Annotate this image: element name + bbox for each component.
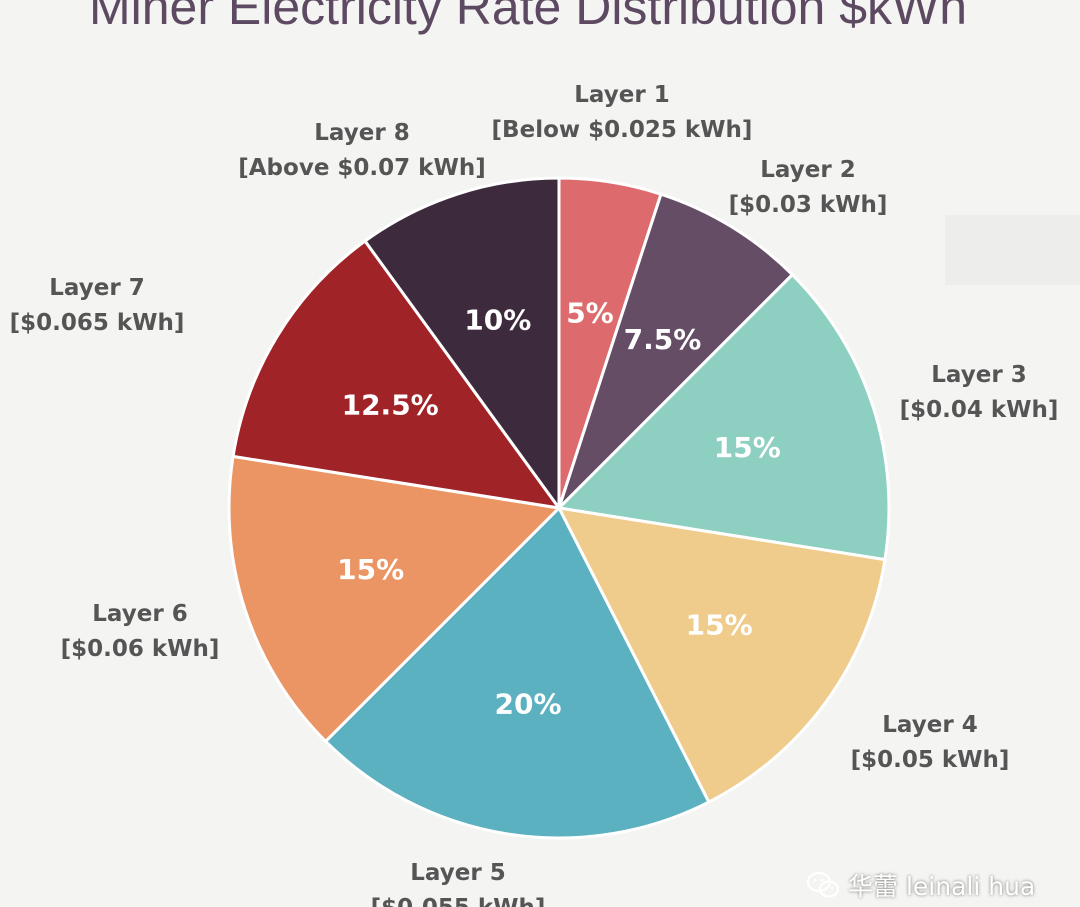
pie-percent-labels: 5% 7.5% 15% 15% 20% 15% 12.5% 10% bbox=[337, 296, 781, 720]
layer-rate-2: [$0.03 kWh] bbox=[729, 192, 888, 218]
percent-label-layer-3: 15% bbox=[714, 431, 781, 464]
pie-slice-layer-3 bbox=[555, 272, 891, 562]
percent-label-layer-4: 15% bbox=[686, 608, 753, 641]
layer-name-8: Layer 8 bbox=[314, 120, 409, 146]
layer-name-4: Layer 4 bbox=[882, 712, 977, 738]
watermark: 华蕾 leinali hua bbox=[806, 868, 1035, 902]
percent-label-layer-5: 20% bbox=[495, 688, 562, 721]
layer-rate-4: [$0.05 kWh] bbox=[851, 747, 1010, 773]
layer-rate-1: [Below $0.025 kWh] bbox=[492, 117, 753, 143]
pie-slice-layer-2 bbox=[557, 192, 795, 510]
layer-name-3: Layer 3 bbox=[931, 362, 1026, 388]
layer-rate-3: [$0.04 kWh] bbox=[900, 397, 1059, 423]
layer-name-2: Layer 2 bbox=[760, 157, 855, 183]
pie-slice-layer-6 bbox=[227, 454, 563, 744]
layer-name-1: Layer 1 bbox=[574, 82, 669, 108]
layer-name-6: Layer 6 bbox=[92, 601, 187, 627]
wechat-icon bbox=[806, 871, 840, 898]
layer-name-7: Layer 7 bbox=[49, 275, 144, 301]
pie-slice-layer-4 bbox=[556, 506, 887, 805]
layer-rate-5: [$0.055 kWh] bbox=[371, 895, 546, 907]
pie-slice-layer-8 bbox=[362, 176, 561, 513]
layer-rate-7: [$0.065 kWh] bbox=[10, 310, 185, 336]
pie-category-labels: Layer 1 [Below $0.025 kWh] Layer 2 [$0.03 k… bbox=[10, 82, 1059, 907]
watermark-text: 华蕾 leinali hua bbox=[848, 872, 1036, 901]
layer-rate-8: [Above $0.07 kWh] bbox=[238, 155, 486, 181]
percent-label-layer-2: 7.5% bbox=[624, 323, 702, 356]
layer-name-5: Layer 5 bbox=[410, 860, 505, 886]
chart-title: Miner Electricity Rate Distribution $kWh bbox=[89, 0, 967, 35]
pie-slice-layer-5 bbox=[323, 505, 711, 840]
layer-rate-6: [$0.06 kWh] bbox=[61, 636, 220, 662]
side-panel bbox=[945, 215, 1080, 285]
percent-label-layer-8: 10% bbox=[464, 304, 531, 337]
pie-slices bbox=[227, 176, 891, 840]
pie-slice-layer-7 bbox=[231, 238, 563, 511]
percent-label-layer-1: 5% bbox=[566, 296, 614, 329]
percent-label-layer-7: 12.5% bbox=[342, 389, 439, 422]
percent-label-layer-6: 15% bbox=[337, 553, 404, 586]
